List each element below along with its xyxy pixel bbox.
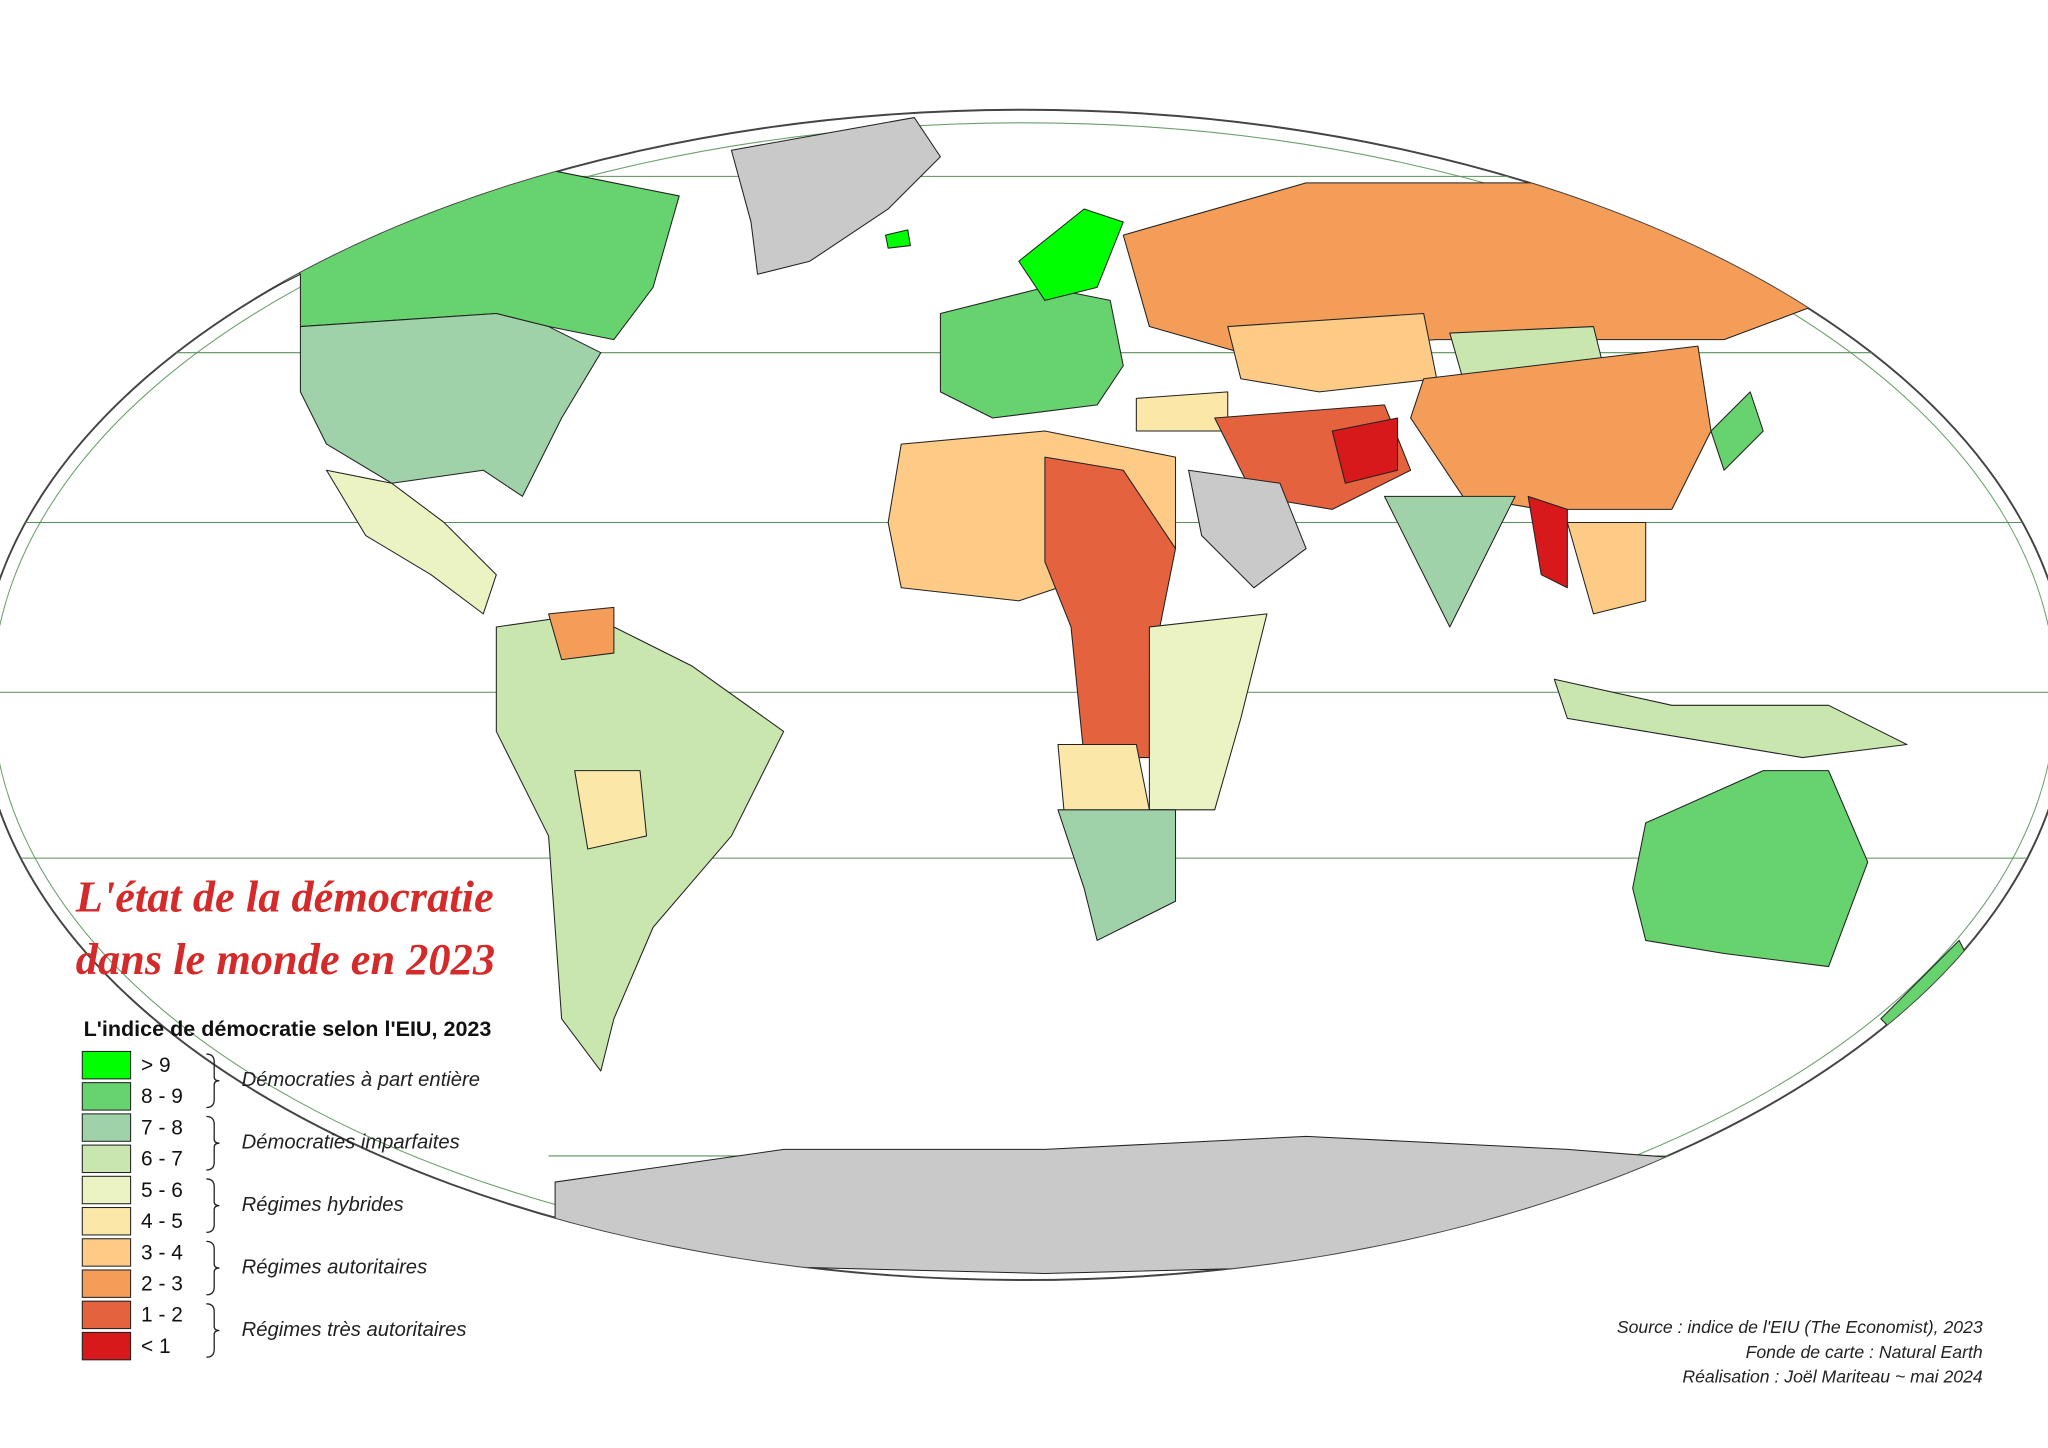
legend-swatch bbox=[81, 1082, 132, 1111]
legend-brace bbox=[206, 1115, 220, 1171]
credit: Fonde de carte : Natural Earth bbox=[1746, 1342, 1983, 1362]
legend-label: 8 - 9 bbox=[141, 1085, 183, 1108]
legend-swatch bbox=[81, 1238, 132, 1267]
legend-brace bbox=[206, 1178, 220, 1233]
legend-brace bbox=[206, 1053, 220, 1109]
legend-swatch bbox=[81, 1144, 132, 1174]
map-title: L'état de la démocratie bbox=[75, 871, 494, 921]
legend-group: Démocraties imparfaites bbox=[242, 1132, 460, 1154]
world-map bbox=[0, 108, 2048, 1281]
legend-swatch bbox=[81, 1300, 132, 1330]
map-title: dans le monde en 2023 bbox=[76, 934, 495, 984]
legend-label: > 9 bbox=[141, 1054, 171, 1077]
credit: Réalisation : Joël Mariteau ~ mai 2024 bbox=[1682, 1367, 1982, 1387]
legend-swatch bbox=[81, 1113, 132, 1142]
legend-label: 3 - 4 bbox=[141, 1241, 183, 1264]
legend-label: < 1 bbox=[141, 1335, 171, 1358]
legend-swatch bbox=[81, 1207, 132, 1236]
legend-label: 4 - 5 bbox=[141, 1210, 183, 1233]
countries bbox=[169, 117, 1973, 1275]
legend-group: Régimes très autoritaires bbox=[242, 1319, 467, 1341]
legend-brace bbox=[206, 1303, 220, 1358]
legend-brace bbox=[206, 1240, 220, 1296]
legend: > 9 8 - 9 7 - 8 6 - 7 5 - 6 4 - 5 3 - 4 2 - 3 1 … bbox=[81, 1050, 480, 1361]
legend-swatch bbox=[81, 1175, 132, 1205]
legend-title: L'indice de démocratie selon l'EIU, 2023 bbox=[84, 1016, 492, 1041]
legend-label: 1 - 2 bbox=[141, 1304, 183, 1327]
legend-swatch bbox=[81, 1050, 132, 1080]
legend-swatch bbox=[81, 1269, 132, 1298]
legend-label: 6 - 7 bbox=[141, 1148, 183, 1171]
legend-group: Régimes autoritaires bbox=[242, 1256, 428, 1278]
legend-label: 7 - 8 bbox=[141, 1116, 183, 1139]
legend-group: Régimes hybrides bbox=[242, 1194, 404, 1216]
legend-swatch bbox=[81, 1331, 132, 1361]
legend-group: Démocraties à part entière bbox=[242, 1069, 480, 1091]
legend-label: 2 - 3 bbox=[141, 1272, 183, 1295]
legend-label: 5 - 6 bbox=[141, 1179, 183, 1202]
credit: Source : indice de l'EIU (The Economist)… bbox=[1617, 1317, 1983, 1337]
